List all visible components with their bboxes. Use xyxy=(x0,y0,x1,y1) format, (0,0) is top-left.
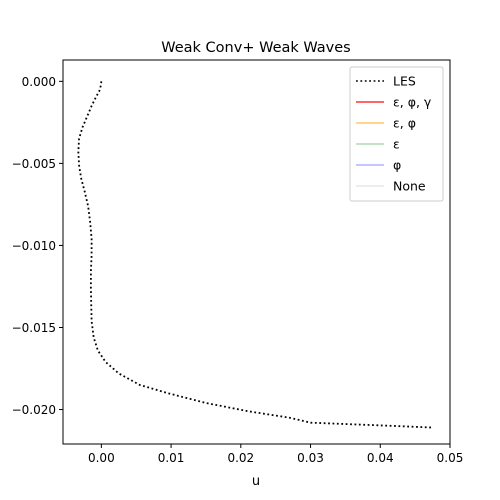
legend-entry-label: ε xyxy=(393,137,400,152)
legend-entry-label: φ xyxy=(393,158,401,173)
legend-entry-label: ε, φ, γ xyxy=(393,95,432,110)
y-tick-label: −0.020 xyxy=(12,403,56,417)
x-axis-label: u xyxy=(252,474,260,489)
x-tick-label: 0.03 xyxy=(297,451,324,465)
y-tick-label: 0.000 xyxy=(22,75,56,89)
x-axis: 0.00 0.01 0.02 0.03 0.04 0.05 xyxy=(88,444,463,465)
x-tick-label: 0.00 xyxy=(88,451,115,465)
legend: LES ε, φ, γ ε, φ εφ None xyxy=(349,66,444,202)
chart-title: Weak Conv+ Weak Waves xyxy=(161,40,350,56)
x-tick-label: 0.05 xyxy=(437,451,464,465)
legend-entry-label: ε, φ xyxy=(393,116,416,131)
legend-box xyxy=(349,66,444,202)
y-axis: 0.000 −0.005 −0.010 −0.015 −0.020 xyxy=(12,75,63,417)
y-tick-label: −0.010 xyxy=(12,239,56,253)
x-tick-label: 0.04 xyxy=(367,451,394,465)
y-tick-label: −0.005 xyxy=(12,157,56,171)
legend-entry-label: LES xyxy=(393,74,416,89)
axes-frame xyxy=(62,59,451,445)
legend-entry-label: None xyxy=(393,179,426,194)
x-tick-label: 0.01 xyxy=(158,451,185,465)
y-tick-label: −0.015 xyxy=(12,321,56,335)
x-tick-label: 0.02 xyxy=(227,451,254,465)
